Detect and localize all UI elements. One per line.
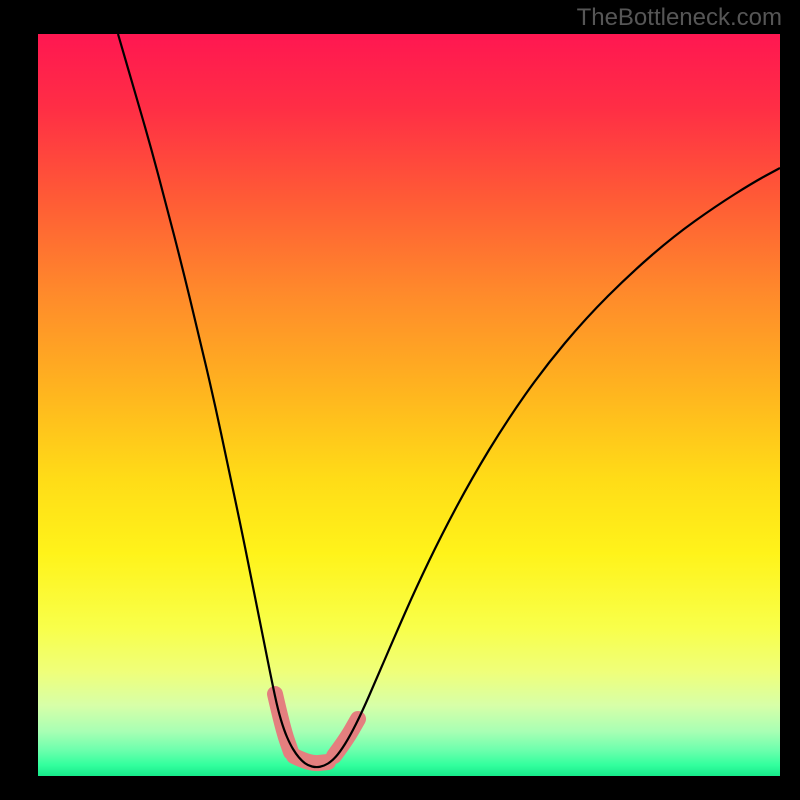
plot-area [38,34,780,776]
v-curve [118,34,780,767]
salmon-mark [334,719,358,756]
watermark-text: TheBottleneck.com [577,4,782,32]
curve-layer [38,34,780,776]
salmon-marks-group [275,694,358,763]
